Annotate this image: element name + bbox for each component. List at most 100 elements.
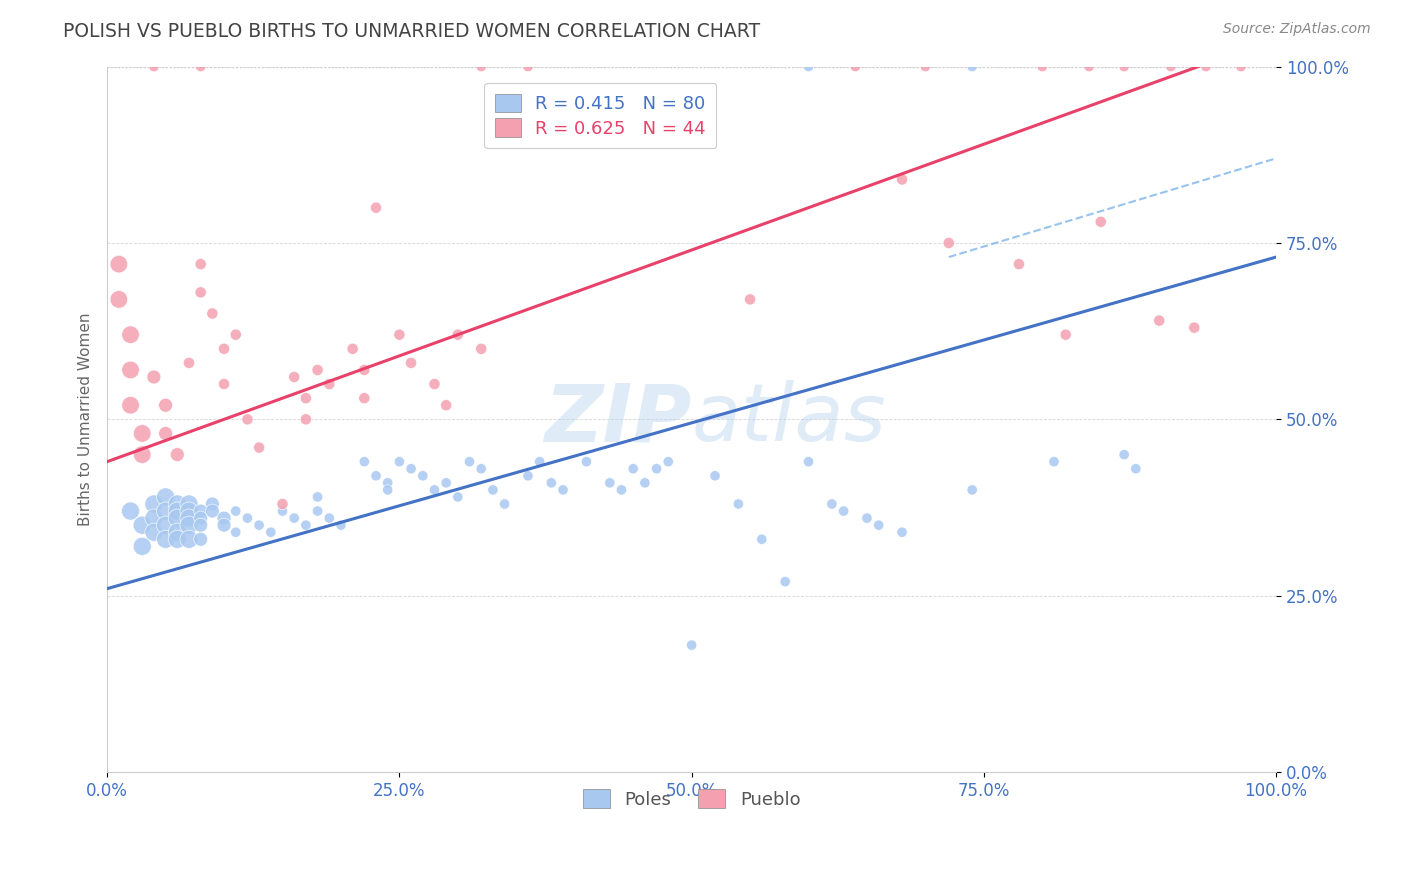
Point (166, 497, 188, 511)
Point (190, 518, 212, 533)
Text: atlas: atlas (692, 380, 886, 458)
Point (1078, 60, 1101, 74)
Point (142, 60, 165, 74)
Point (447, 327, 470, 342)
Point (599, 475, 621, 490)
Point (190, 285, 212, 300)
Point (318, 377, 340, 392)
Point (166, 504, 188, 518)
Point (634, 475, 657, 490)
Point (1031, 60, 1053, 74)
Point (120, 363, 142, 377)
Point (212, 511, 235, 525)
Point (832, 504, 855, 518)
Point (1090, 215, 1112, 229)
Point (1125, 461, 1147, 475)
Point (155, 533, 177, 547)
Point (190, 60, 212, 74)
Point (856, 511, 879, 525)
Point (166, 511, 188, 525)
Point (177, 511, 200, 525)
Point (177, 533, 200, 547)
Point (797, 60, 820, 74)
Point (307, 504, 329, 518)
Point (260, 525, 283, 540)
Point (377, 483, 399, 497)
Point (434, 398, 457, 412)
Point (610, 483, 633, 497)
Point (131, 518, 153, 533)
Point (190, 511, 212, 525)
Point (377, 475, 399, 490)
Point (891, 525, 914, 540)
Point (1114, 448, 1136, 462)
Point (201, 306, 224, 320)
Point (131, 426, 153, 441)
Point (797, 455, 820, 469)
Point (399, 356, 422, 370)
Point (120, 398, 142, 412)
Point (470, 461, 492, 475)
Point (295, 518, 318, 533)
Point (155, 504, 177, 518)
Point (177, 518, 200, 533)
Point (1114, 60, 1136, 74)
Point (494, 497, 516, 511)
Point (283, 370, 305, 384)
Point (295, 412, 318, 426)
Point (283, 511, 305, 525)
Point (773, 574, 796, 589)
Point (142, 497, 165, 511)
Point (1230, 60, 1253, 74)
Point (458, 455, 481, 469)
Point (201, 497, 224, 511)
Point (212, 342, 235, 356)
Point (166, 533, 188, 547)
Point (388, 455, 411, 469)
Point (166, 448, 188, 462)
Point (388, 327, 411, 342)
Point (120, 504, 142, 518)
Point (704, 468, 727, 483)
Point (681, 638, 703, 652)
Point (247, 518, 270, 533)
Text: POLISH VS PUEBLO BIRTHS TO UNMARRIED WOMEN CORRELATION CHART: POLISH VS PUEBLO BIRTHS TO UNMARRIED WOM… (63, 22, 761, 41)
Point (412, 468, 434, 483)
Point (821, 497, 844, 511)
Y-axis label: Births to Unmarried Women: Births to Unmarried Women (79, 312, 93, 526)
Point (529, 455, 551, 469)
Point (190, 257, 212, 271)
Point (177, 356, 200, 370)
Point (1054, 327, 1077, 342)
Point (131, 539, 153, 553)
Point (155, 490, 177, 504)
Point (166, 525, 188, 540)
Point (751, 533, 773, 547)
Point (482, 483, 505, 497)
Point (423, 483, 446, 497)
Point (447, 490, 470, 504)
Point (399, 461, 422, 475)
Point (551, 483, 574, 497)
Point (329, 518, 352, 533)
Point (645, 461, 668, 475)
Point (307, 490, 329, 504)
Point (190, 504, 212, 518)
Point (470, 342, 492, 356)
Point (738, 293, 761, 307)
Text: Source: ZipAtlas.com: Source: ZipAtlas.com (1223, 22, 1371, 37)
Point (621, 461, 644, 475)
Point (540, 475, 562, 490)
Point (225, 525, 247, 540)
Point (470, 60, 492, 74)
Point (212, 377, 235, 392)
Point (364, 201, 387, 215)
Point (517, 468, 540, 483)
Text: ZIP: ZIP (544, 380, 692, 458)
Point (155, 426, 177, 441)
Point (177, 497, 200, 511)
Point (225, 327, 247, 342)
Point (271, 504, 294, 518)
Point (1195, 60, 1218, 74)
Point (657, 455, 679, 469)
